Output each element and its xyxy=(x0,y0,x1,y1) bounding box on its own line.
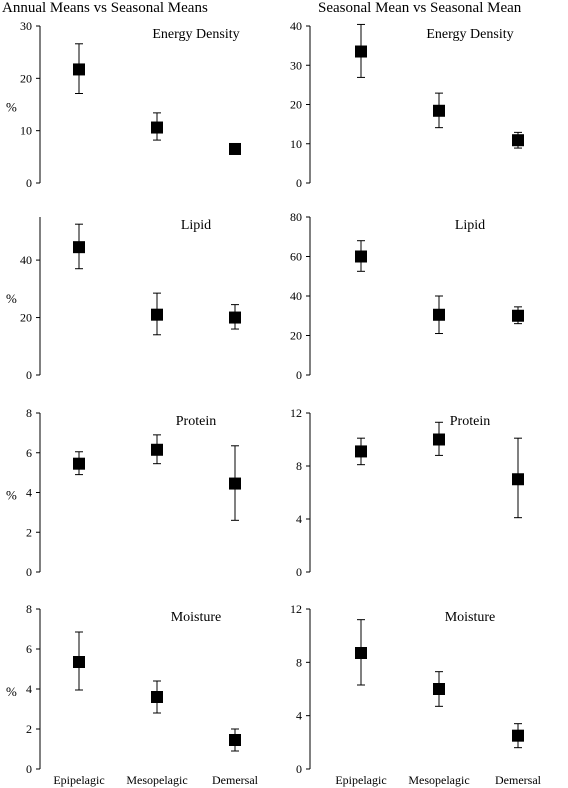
y-tick-label: 20 xyxy=(290,98,302,112)
y-tick-label: 2 xyxy=(26,525,32,539)
y-tick-label: 12 xyxy=(290,602,302,616)
y-tick-label: 30 xyxy=(20,19,32,33)
data-point-demersal xyxy=(512,729,524,742)
data-point-epipelagic xyxy=(73,656,85,668)
y-tick-label: 0 xyxy=(296,565,302,579)
y-tick-label: 40 xyxy=(290,289,302,303)
y-axis-label: % xyxy=(6,488,17,503)
y-tick-label: 0 xyxy=(26,176,32,190)
x-tick-label: Demersal xyxy=(495,773,542,787)
y-tick-label: 0 xyxy=(296,762,302,776)
data-point-mesopelagic xyxy=(151,121,163,134)
y-tick-label: 4 xyxy=(26,486,32,500)
data-point-epipelagic xyxy=(73,63,85,76)
y-tick-label: 8 xyxy=(296,655,302,669)
data-point-mesopelagic xyxy=(433,683,445,695)
y-tick-label: 8 xyxy=(296,459,302,473)
data-point-demersal xyxy=(512,473,524,486)
data-point-epipelagic xyxy=(355,45,367,58)
y-tick-label: 0 xyxy=(296,368,302,382)
data-point-mesopelagic xyxy=(151,308,163,321)
panel-title: Protein xyxy=(176,414,216,429)
x-tick-label: Epipelagic xyxy=(335,773,386,787)
panel-title: Moisture xyxy=(171,610,222,625)
data-point-epipelagic xyxy=(73,457,85,470)
y-tick-label: 20 xyxy=(20,71,32,85)
y-tick-label: 8 xyxy=(26,602,32,616)
data-point-demersal xyxy=(512,134,524,147)
data-point-mesopelagic xyxy=(151,691,163,703)
panel-title: Moisture xyxy=(445,610,496,625)
y-tick-label: 2 xyxy=(26,722,32,736)
y-tick-label: 10 xyxy=(290,137,302,151)
data-point-mesopelagic xyxy=(433,308,445,321)
data-point-demersal xyxy=(229,142,241,155)
data-point-demersal xyxy=(229,477,241,490)
data-point-demersal xyxy=(229,734,241,746)
y-tick-label: 4 xyxy=(26,682,32,696)
data-point-mesopelagic xyxy=(151,443,163,456)
data-point-mesopelagic xyxy=(433,433,445,446)
data-point-epipelagic xyxy=(355,250,367,263)
y-tick-label: 6 xyxy=(26,642,32,656)
y-axis-label: % xyxy=(6,100,17,115)
panel-title: Protein xyxy=(450,414,490,429)
y-tick-label: 10 xyxy=(20,124,32,138)
y-tick-label: 40 xyxy=(290,19,302,33)
data-point-demersal xyxy=(229,311,241,324)
column-title-right: Seasonal Mean vs Seasonal Mean xyxy=(318,0,522,16)
y-tick-label: 20 xyxy=(20,311,32,325)
data-point-epipelagic xyxy=(73,241,85,254)
y-tick-label: 20 xyxy=(290,329,302,343)
y-tick-label: 80 xyxy=(290,210,302,224)
y-tick-label: 4 xyxy=(296,709,302,723)
y-tick-label: 0 xyxy=(26,762,32,776)
y-tick-label: 40 xyxy=(20,253,32,267)
x-tick-label: Demersal xyxy=(212,773,259,787)
y-tick-label: 0 xyxy=(26,368,32,382)
y-tick-label: 0 xyxy=(26,565,32,579)
y-axis-label: % xyxy=(6,684,17,699)
panel-title: Lipid xyxy=(181,218,211,233)
y-tick-label: 60 xyxy=(290,250,302,264)
column-title-left: Annual Means vs Seasonal Means xyxy=(2,0,208,16)
y-tick-label: 12 xyxy=(290,406,302,420)
y-tick-label: 8 xyxy=(26,406,32,420)
y-tick-label: 4 xyxy=(296,512,302,526)
y-axis-label: % xyxy=(6,291,17,306)
data-point-mesopelagic xyxy=(433,104,445,117)
panel-title: Energy Density xyxy=(426,27,513,42)
y-tick-label: 30 xyxy=(290,58,302,72)
x-tick-label: Mesopelagic xyxy=(126,773,187,787)
data-point-epipelagic xyxy=(355,445,367,458)
panel-title: Lipid xyxy=(455,218,485,233)
x-tick-label: Mesopelagic xyxy=(408,773,469,787)
data-point-demersal xyxy=(512,309,524,322)
x-tick-label: Epipelagic xyxy=(53,773,104,787)
y-tick-label: 6 xyxy=(26,446,32,460)
panel-title: Energy Density xyxy=(152,27,239,42)
data-point-epipelagic xyxy=(355,647,367,659)
y-tick-label: 0 xyxy=(296,176,302,190)
